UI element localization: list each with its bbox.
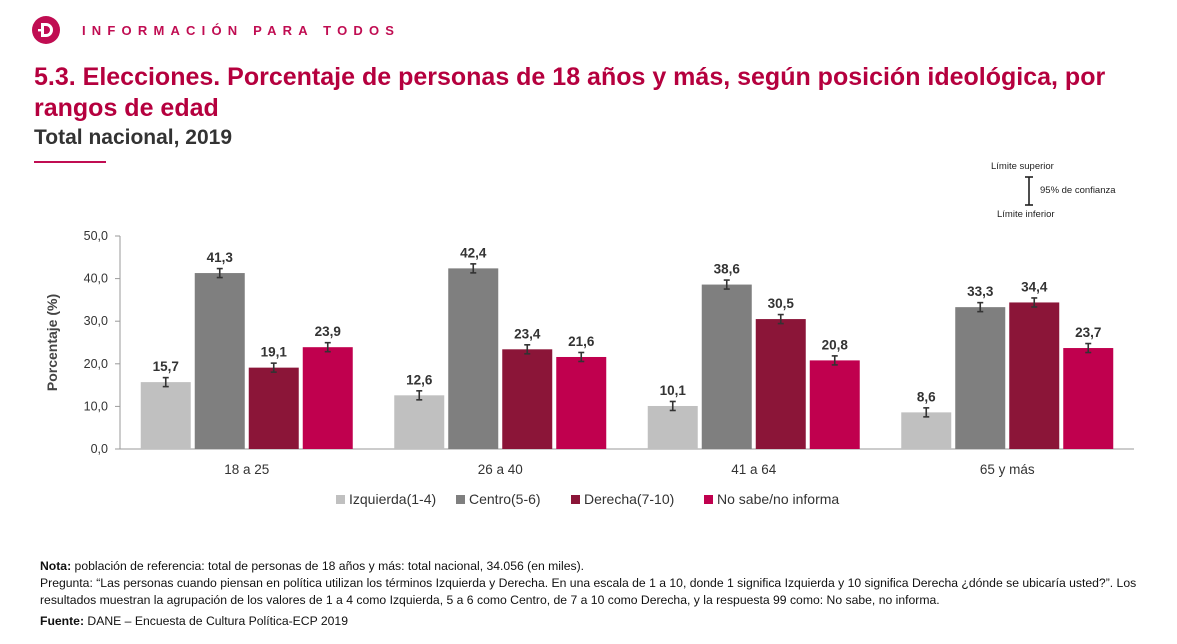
data-label: 41,3 [207, 250, 234, 265]
data-label: 33,3 [967, 284, 994, 299]
page-subtitle: Total nacional, 2019 [34, 126, 233, 149]
data-label: 42,4 [460, 245, 487, 260]
data-label: 38,6 [714, 262, 741, 277]
header-brand: INFORMACIÓN PARA TODOS [32, 16, 400, 44]
dane-logo-icon [32, 16, 60, 44]
bar [394, 395, 445, 449]
notes: Nota: población de referencia: total de … [40, 558, 1150, 630]
y-axis-title: Porcentaje (%) [44, 294, 60, 391]
legend-swatch [571, 495, 580, 504]
brand-tagline: INFORMACIÓN PARA TODOS [82, 22, 401, 38]
bar [556, 356, 607, 449]
bar [1009, 302, 1060, 449]
note-line: Nota: población de referencia: total de … [40, 558, 1150, 575]
y-tick-label: 40,0 [84, 272, 108, 286]
y-tick-label: 0,0 [91, 442, 108, 456]
x-tick-label: 65 y más [980, 462, 1035, 477]
data-label: 21,6 [568, 334, 595, 349]
source-line: Fuente: DANE – Encuesta de Cultura Polít… [40, 613, 1150, 630]
x-tick-label: 41 a 64 [731, 462, 777, 477]
data-label: 23,4 [514, 326, 541, 341]
title-underline [34, 161, 106, 163]
data-label: 23,7 [1075, 325, 1101, 340]
note-text: población de referencia: total de person… [71, 559, 585, 573]
note-label: Nota: [40, 559, 72, 573]
y-tick-label: 10,0 [84, 399, 108, 413]
legend-label: Izquierda(1-4) [349, 491, 436, 507]
data-label: 8,6 [917, 389, 936, 404]
legend-label: Centro(5-6) [469, 491, 541, 507]
source-text: DANE – Encuesta de Cultura Política-ECP … [84, 614, 348, 628]
bar [955, 307, 1006, 449]
data-label: 12,6 [406, 372, 433, 387]
legend-label: Derecha(7-10) [584, 491, 674, 507]
legend-label: No sabe/no informa [717, 491, 839, 507]
bar [140, 382, 191, 449]
y-tick-label: 30,0 [84, 314, 108, 328]
legend-swatch [456, 495, 465, 504]
bar [701, 284, 752, 449]
data-label: 10,1 [660, 383, 687, 398]
confidence-interval-legend: Límite superior 95% de confianza Límite … [980, 160, 1140, 230]
page-title: 5.3. Elecciones. Porcentaje de personas … [34, 63, 1106, 122]
bar [809, 360, 860, 449]
source-label: Fuente: [40, 614, 85, 628]
y-tick-label: 20,0 [84, 357, 108, 371]
question-text: Pregunta: “Las personas cuando piensan e… [40, 576, 1137, 607]
bar [194, 273, 245, 449]
data-label: 23,9 [315, 324, 341, 339]
ci-upper-label: Límite superior [991, 161, 1054, 172]
ci-confidence-label: 95% de confianza [1040, 185, 1116, 196]
error-bar-icon [1025, 176, 1033, 206]
ci-lower-label: Límite inferior [997, 209, 1055, 220]
data-label: 20,8 [822, 337, 849, 352]
data-label: 15,7 [153, 359, 179, 374]
bar [302, 347, 353, 449]
data-label: 34,4 [1021, 279, 1048, 294]
bar [755, 319, 806, 449]
bar [502, 349, 553, 449]
bar-chart: 0,0 10,0 20,0 30,0 40,0 50,0 Porcentaje (%) 15,… [44, 229, 1134, 507]
x-tick-label: 26 a 40 [478, 462, 523, 477]
x-tick-label: 18 a 25 [224, 462, 269, 477]
legend-swatch [704, 495, 713, 504]
bar [448, 268, 499, 449]
bar [901, 412, 952, 449]
legend-swatch [336, 495, 345, 504]
bar [1063, 348, 1114, 449]
data-label: 30,5 [768, 296, 795, 311]
y-tick-label: 50,0 [84, 229, 108, 243]
bar [647, 405, 698, 449]
bar [248, 367, 299, 449]
data-label: 19,1 [261, 345, 288, 360]
